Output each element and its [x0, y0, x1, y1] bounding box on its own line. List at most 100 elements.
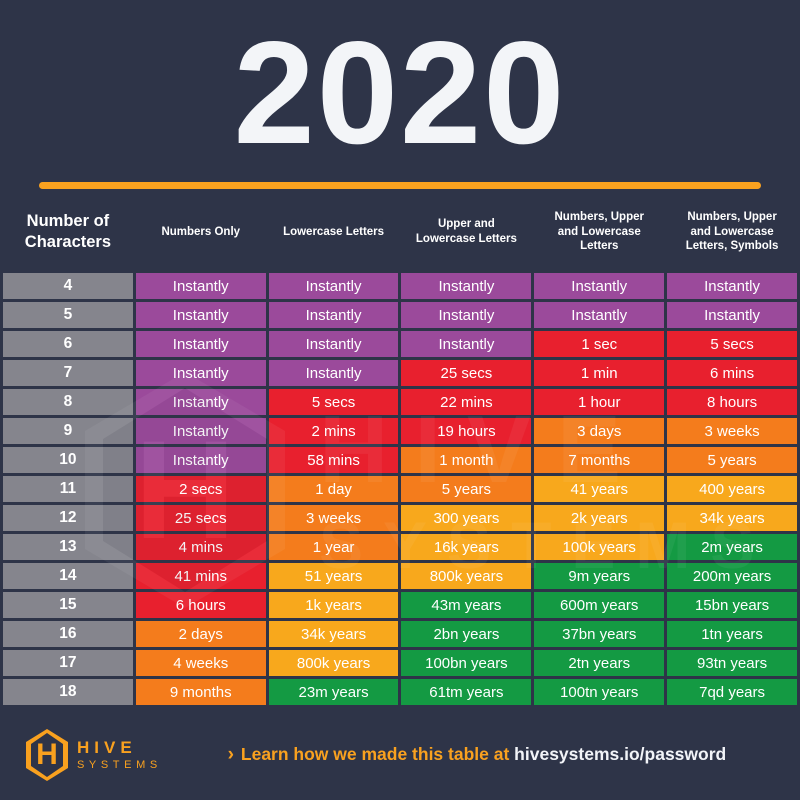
time-cell: 4 mins: [135, 534, 266, 560]
time-cell: 9m years: [534, 563, 665, 589]
hive-hexagon-icon: H: [26, 729, 68, 781]
char-count-cell: 14: [3, 563, 133, 589]
time-cell: Instantly: [135, 389, 266, 415]
time-cell: 2tn years: [534, 650, 665, 676]
time-cell: 23m years: [268, 679, 399, 705]
time-cell: 3 weeks: [667, 418, 797, 444]
table-row: 11 2 secs 1 day 5 years 41 years 400 years: [3, 476, 797, 502]
brand-name: HIVE SYSTEMS: [77, 738, 162, 771]
time-cell: 300 years: [401, 505, 532, 531]
time-cell: Instantly: [401, 302, 532, 328]
table-row: 16 2 days 34k years 2bn years 37bn years 1tn …: [3, 621, 797, 647]
time-cell: 6 hours: [135, 592, 266, 618]
time-cell: 7qd years: [667, 679, 797, 705]
password-table-infographic: 2020 Number of Characters Numbers Only Lo…: [0, 11, 800, 781]
time-cell: 2 days: [135, 621, 266, 647]
table-row: 15 6 hours 1k years 43m years 600m years 15bn…: [3, 592, 797, 618]
time-cell: 5 years: [401, 476, 532, 502]
time-cell: 19 hours: [401, 418, 532, 444]
time-cell: 1 min: [534, 360, 665, 386]
char-count-cell: 17: [3, 650, 133, 676]
time-cell: 25 secs: [401, 360, 532, 386]
time-cell: 51 years: [268, 563, 399, 589]
column-header: Lowercase Letters: [283, 225, 385, 238]
char-count-cell: 12: [3, 505, 133, 531]
column-header: Numbers, Upper and Lowercase Letters: [554, 210, 644, 253]
column-header: Numbers Only: [161, 225, 241, 238]
time-cell: 1 sec: [534, 331, 665, 357]
time-cell: Instantly: [135, 447, 266, 473]
table-row: 7 Instantly Instantly 25 secs 1 min 6 mins: [3, 360, 797, 386]
time-cell: 43m years: [401, 592, 532, 618]
table-row: 17 4 weeks 800k years 100bn years 2tn years 9…: [3, 650, 797, 676]
time-cell: 3 weeks: [268, 505, 399, 531]
time-cell: Instantly: [268, 331, 399, 357]
char-count-cell: 6: [3, 331, 133, 357]
char-count-cell: 10: [3, 447, 133, 473]
time-cell: 6 mins: [667, 360, 797, 386]
char-count-cell: 18: [3, 679, 133, 705]
time-cell: 5 secs: [667, 331, 797, 357]
time-cell: 100tn years: [534, 679, 665, 705]
time-cell: 9 months: [135, 679, 266, 705]
time-cell: 2m years: [667, 534, 797, 560]
time-cell: 41 years: [534, 476, 665, 502]
char-count-cell: 13: [3, 534, 133, 560]
time-cell: 100k years: [534, 534, 665, 560]
table-row: 14 41 mins 51 years 800k years 9m years 200m …: [3, 563, 797, 589]
footer: H HIVE SYSTEMS › Learn how we made this t…: [0, 710, 800, 800]
time-cell: 61tm years: [401, 679, 532, 705]
char-count-cell: 11: [3, 476, 133, 502]
time-cell: 5 years: [667, 447, 797, 473]
time-cell: 1 year: [268, 534, 399, 560]
time-cell: Instantly: [401, 273, 532, 299]
char-count-cell: 9: [3, 418, 133, 444]
char-count-cell: 5: [3, 302, 133, 328]
table-row: 13 4 mins 1 year 16k years 100k years 2m year…: [3, 534, 797, 560]
time-cell: 41 mins: [135, 563, 266, 589]
cta-url: hivesystems.io/password: [514, 744, 727, 764]
table-header-row: Number of Characters Numbers Only Lowerca…: [0, 195, 800, 269]
char-count-cell: 4: [3, 273, 133, 299]
password-crack-time-table: 4 Instantly Instantly Instantly Instantly Ins…: [0, 273, 800, 705]
time-cell: Instantly: [534, 273, 665, 299]
char-count-cell: 16: [3, 621, 133, 647]
char-count-cell: 15: [3, 592, 133, 618]
time-cell: 7 months: [534, 447, 665, 473]
time-cell: Instantly: [268, 273, 399, 299]
time-cell: Instantly: [534, 302, 665, 328]
time-cell: 25 secs: [135, 505, 266, 531]
time-cell: Instantly: [135, 273, 266, 299]
time-cell: 2bn years: [401, 621, 532, 647]
cta-text: Learn how we made this table at: [240, 744, 510, 764]
table-row: 8 Instantly 5 secs 22 mins 1 hour 8 hours: [3, 389, 797, 415]
time-cell: Instantly: [135, 331, 266, 357]
time-cell: Instantly: [401, 331, 532, 357]
time-cell: Instantly: [135, 418, 266, 444]
time-cell: Instantly: [667, 273, 797, 299]
time-cell: Instantly: [135, 360, 266, 386]
time-cell: 2k years: [534, 505, 665, 531]
time-cell: 58 mins: [268, 447, 399, 473]
time-cell: 1 day: [268, 476, 399, 502]
char-count-cell: 8: [3, 389, 133, 415]
time-cell: 8 hours: [667, 389, 797, 415]
time-cell: Instantly: [135, 302, 266, 328]
column-header: Upper and Lowercase Letters: [415, 218, 517, 245]
time-cell: 400 years: [667, 476, 797, 502]
time-cell: 22 mins: [401, 389, 532, 415]
page-title: 2020: [233, 11, 567, 174]
column-header-number-of-characters: Number of Characters: [24, 212, 112, 251]
time-cell: 1k years: [268, 592, 399, 618]
time-cell: 800k years: [401, 563, 532, 589]
column-header: Numbers, Upper and Lowercase Letters, Sy…: [685, 210, 779, 253]
chevron-right-icon: ›: [227, 744, 234, 765]
time-cell: 15bn years: [667, 592, 797, 618]
footer-link[interactable]: › Learn how we made this table at hivesys…: [162, 744, 800, 766]
time-cell: Instantly: [667, 302, 797, 328]
time-cell: Instantly: [268, 302, 399, 328]
title-divider: [39, 182, 761, 189]
time-cell: 3 days: [534, 418, 665, 444]
time-cell: Instantly: [268, 360, 399, 386]
table-row: 18 9 months 23m years 61tm years 100tn years…: [3, 679, 797, 705]
